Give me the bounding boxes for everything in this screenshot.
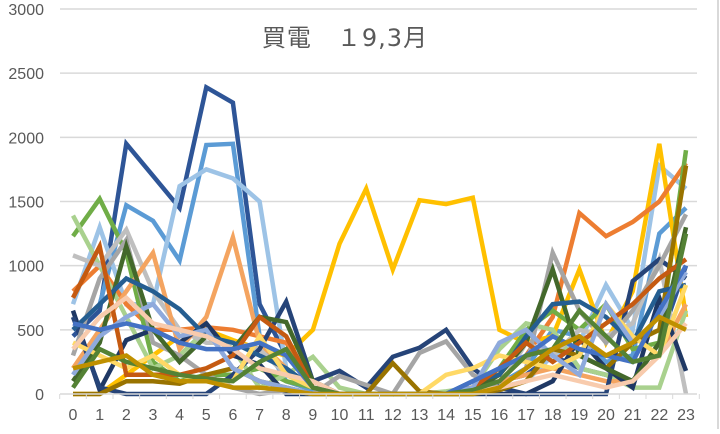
series-line-s13 xyxy=(73,165,689,397)
x-tick-label: 0 xyxy=(69,407,78,424)
y-tick-label: 3000 xyxy=(8,2,44,19)
x-axis: 0 1 2 3 4 5 6 7 8 9 10 11 12 13 14 15 16 17 18 19 20 21 22 23 xyxy=(59,393,700,424)
series-line-s5 xyxy=(71,161,688,397)
y-tick-label: 2500 xyxy=(8,66,44,83)
x-tick-label: 15 xyxy=(464,407,482,424)
x-tick-label: 6 xyxy=(228,407,237,424)
x-tick-label: 20 xyxy=(597,407,615,424)
y-axis-labels: 0 500 1000 1500 2000 2500 3000 xyxy=(8,2,44,404)
y-tick-label: 500 xyxy=(17,323,44,340)
x-tick-label: 2 xyxy=(122,407,131,424)
x-tick-label: 9 xyxy=(308,407,317,424)
x-tick-label: 3 xyxy=(149,407,158,424)
x-tick-label: 11 xyxy=(358,407,375,424)
x-tick-label: 12 xyxy=(384,407,402,424)
x-tick-label: 21 xyxy=(624,407,642,424)
x-tick-label: 10 xyxy=(331,407,349,424)
x-tick-label: 1 xyxy=(95,407,104,424)
chart-title: 買電 １9,3月 xyxy=(0,18,720,53)
x-tick-label: 16 xyxy=(491,407,509,424)
y-tick-label: 1000 xyxy=(8,259,44,276)
x-tick-label: 8 xyxy=(282,407,291,424)
x-tick-label: 18 xyxy=(544,407,562,424)
x-tick-label: 19 xyxy=(570,407,588,424)
x-tick-label: 14 xyxy=(437,407,455,424)
gridlines xyxy=(60,8,697,331)
x-tick-label: 22 xyxy=(650,407,668,424)
x-tick-label: 4 xyxy=(175,407,184,424)
y-tick-label: 2000 xyxy=(8,130,44,147)
x-tick-label: 13 xyxy=(411,407,429,424)
chart-title-text: 買電 １9,3月 xyxy=(261,24,429,52)
series-lines xyxy=(70,83,689,397)
x-tick-label: 17 xyxy=(517,407,535,424)
series-line-s3 xyxy=(70,161,688,397)
y-tick-label: 0 xyxy=(35,387,44,404)
chart-right-border xyxy=(717,0,719,429)
x-tick-label: 7 xyxy=(255,407,264,424)
y-tick-label: 1500 xyxy=(8,195,44,212)
x-tick-label: 5 xyxy=(202,407,211,424)
x-tick-label: 23 xyxy=(677,407,695,424)
